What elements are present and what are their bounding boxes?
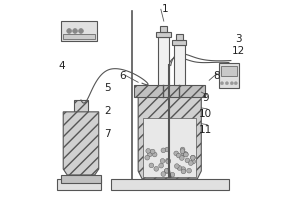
Bar xyxy=(61,175,101,183)
Bar xyxy=(134,85,205,97)
Circle shape xyxy=(225,82,229,85)
Bar xyxy=(160,26,167,32)
Circle shape xyxy=(149,163,154,168)
Circle shape xyxy=(165,168,169,173)
Text: 8: 8 xyxy=(213,71,219,81)
Bar xyxy=(172,40,187,45)
Circle shape xyxy=(187,168,191,173)
Text: 12: 12 xyxy=(232,46,245,56)
Circle shape xyxy=(188,161,193,165)
Circle shape xyxy=(146,149,151,153)
Circle shape xyxy=(145,155,150,160)
Circle shape xyxy=(184,152,188,157)
Circle shape xyxy=(220,82,224,85)
Circle shape xyxy=(152,152,157,157)
Text: 2: 2 xyxy=(104,106,111,116)
Circle shape xyxy=(180,147,185,152)
Circle shape xyxy=(190,155,195,160)
Circle shape xyxy=(180,149,185,153)
Text: 10: 10 xyxy=(199,109,212,119)
Circle shape xyxy=(164,169,169,173)
Circle shape xyxy=(170,172,175,177)
Bar xyxy=(219,63,239,88)
Text: 3: 3 xyxy=(236,34,242,44)
Bar xyxy=(61,21,97,41)
Circle shape xyxy=(191,159,196,164)
Text: 9: 9 xyxy=(202,93,208,103)
Text: 4: 4 xyxy=(59,61,65,71)
Circle shape xyxy=(150,149,155,154)
PathPatch shape xyxy=(63,112,99,175)
Bar xyxy=(111,179,229,190)
Bar xyxy=(174,45,184,85)
Circle shape xyxy=(79,29,83,33)
Circle shape xyxy=(160,159,165,163)
Circle shape xyxy=(234,82,237,85)
Bar xyxy=(221,66,237,76)
Circle shape xyxy=(230,82,233,85)
Circle shape xyxy=(177,166,182,170)
Text: 7: 7 xyxy=(104,129,111,139)
Circle shape xyxy=(166,158,170,163)
Circle shape xyxy=(174,151,178,156)
Circle shape xyxy=(182,151,186,156)
Circle shape xyxy=(165,147,169,152)
Text: 5: 5 xyxy=(104,83,111,93)
PathPatch shape xyxy=(138,96,201,179)
Bar xyxy=(63,34,95,39)
Text: 1: 1 xyxy=(161,4,168,14)
Circle shape xyxy=(185,158,190,163)
Circle shape xyxy=(161,148,166,153)
Circle shape xyxy=(181,167,186,172)
Text: 11: 11 xyxy=(199,125,212,135)
Circle shape xyxy=(174,164,179,168)
Bar xyxy=(143,118,196,177)
Bar xyxy=(158,37,169,85)
Bar xyxy=(176,34,182,40)
Circle shape xyxy=(176,153,181,158)
Circle shape xyxy=(166,159,171,164)
Text: 6: 6 xyxy=(119,71,126,81)
Bar xyxy=(57,179,101,190)
Circle shape xyxy=(67,29,71,33)
Circle shape xyxy=(147,152,152,157)
Circle shape xyxy=(190,155,195,160)
Circle shape xyxy=(183,152,188,156)
Circle shape xyxy=(181,169,186,174)
Circle shape xyxy=(159,163,164,168)
Bar xyxy=(74,100,88,112)
Circle shape xyxy=(73,29,77,33)
Bar xyxy=(156,32,171,37)
Circle shape xyxy=(179,156,184,160)
Circle shape xyxy=(161,172,166,176)
Circle shape xyxy=(154,166,159,171)
